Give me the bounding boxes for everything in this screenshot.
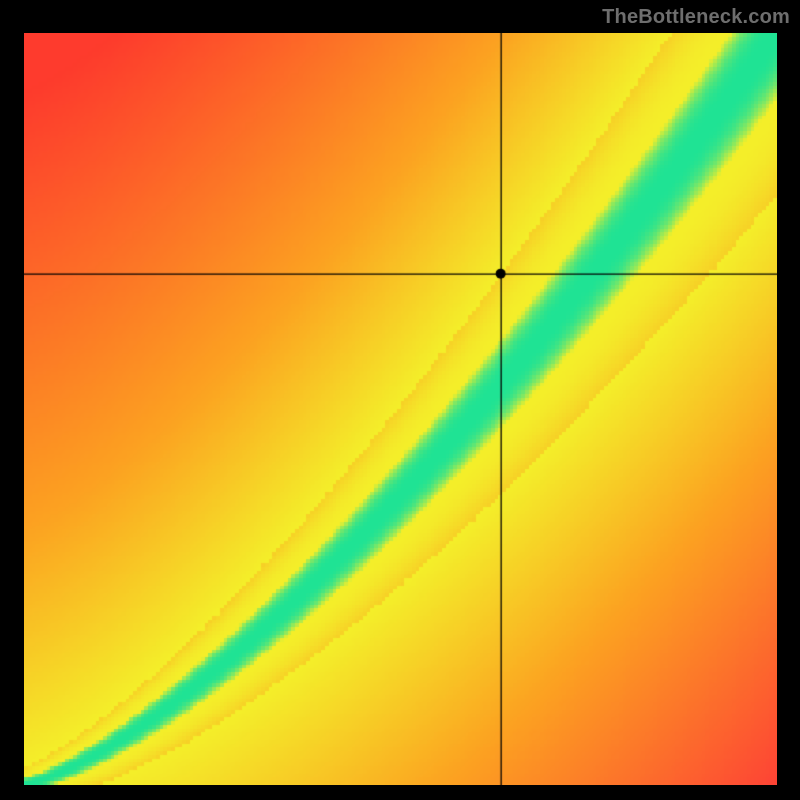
crosshair-overlay (24, 33, 777, 785)
chart-container: TheBottleneck.com (0, 0, 800, 800)
watermark: TheBottleneck.com (602, 6, 790, 29)
